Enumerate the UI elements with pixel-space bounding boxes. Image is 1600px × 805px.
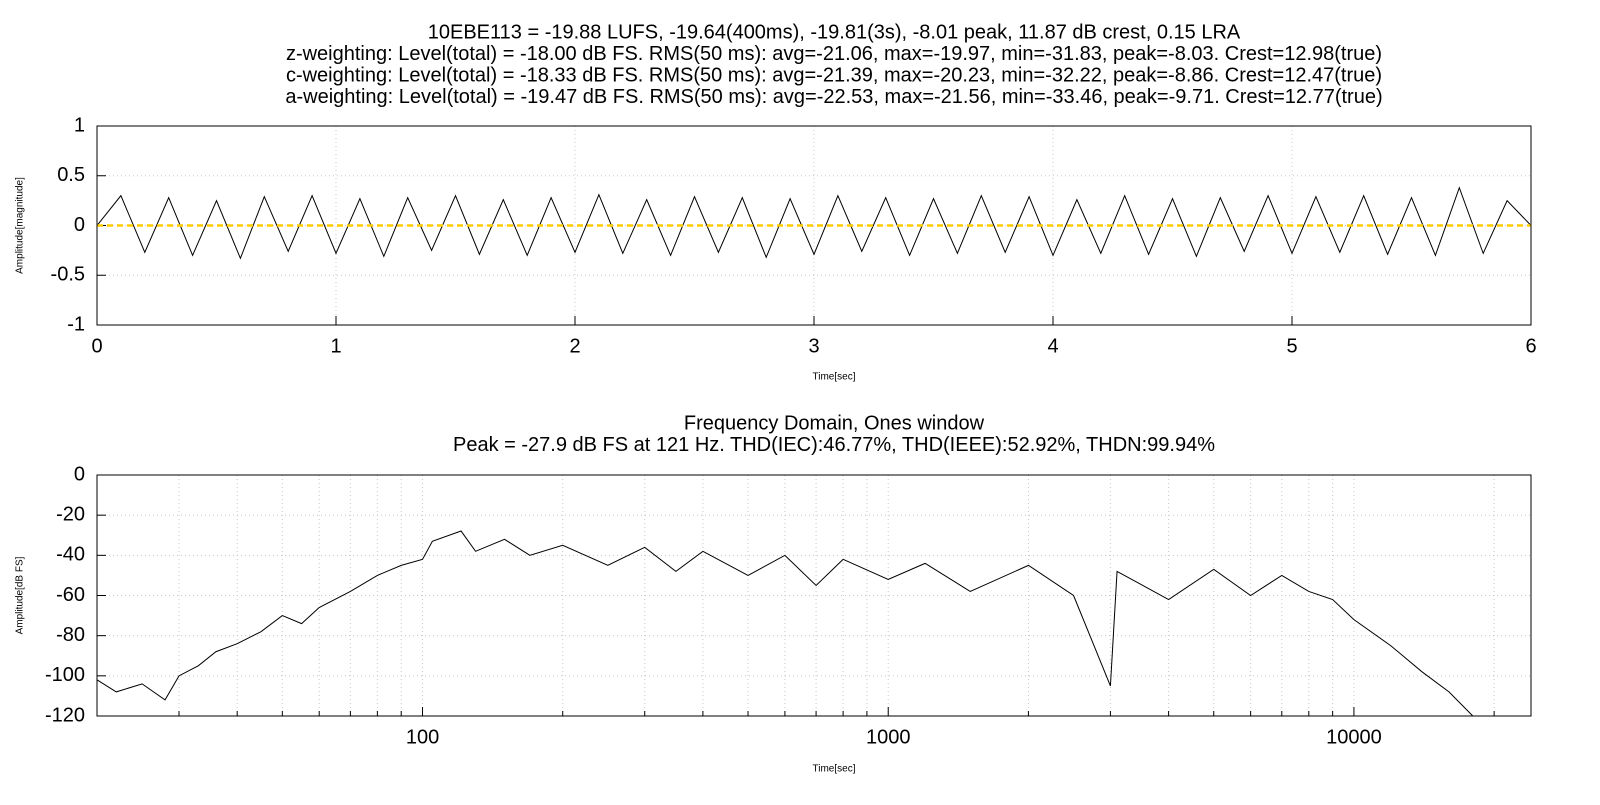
y-tick-label: -1 — [67, 313, 85, 335]
chart-title: Peak = -27.9 dB FS at 121 Hz. THD(IEC):4… — [453, 434, 1215, 456]
x-tick-label: 1000 — [866, 726, 911, 748]
chart-title: Frequency Domain, Ones window — [684, 412, 985, 434]
data-line — [96, 186, 1532, 260]
x-tick-label: 5 — [1286, 335, 1297, 357]
plot-frame — [96, 474, 1532, 717]
y-axis-label: Amplitude[magnitude] — [15, 177, 26, 274]
chart-title: z-weighting: Level(total) = -18.00 dB FS… — [286, 43, 1382, 65]
x-tick-label: 100 — [406, 726, 439, 748]
chart-title: c-weighting: Level(total) = -18.33 dB FS… — [286, 64, 1382, 86]
x-axis-label: Time[sec] — [813, 372, 856, 383]
y-tick-label: -80 — [56, 624, 85, 646]
y-tick-label: -0.5 — [51, 264, 85, 286]
x-tick-label: 4 — [1047, 335, 1058, 357]
plot-frame — [96, 125, 1532, 326]
x-tick-label: 0 — [91, 335, 102, 357]
y-tick-label: 1 — [74, 114, 85, 136]
y-tick-label: 0 — [74, 463, 85, 485]
y-axis-label: Amplitude[dB FS] — [15, 556, 26, 634]
x-tick-label: 3 — [808, 335, 819, 357]
x-tick-label: 10000 — [1326, 726, 1382, 748]
chart-title: 10EBE113 = -19.88 LUFS, -19.64(400ms), -… — [428, 21, 1241, 43]
y-tick-label: -100 — [45, 664, 85, 686]
y-tick-label: -120 — [45, 704, 85, 726]
x-axis-label: Time[sec] — [813, 764, 856, 775]
y-tick-label: -40 — [56, 544, 85, 566]
data-line — [96, 530, 1474, 717]
x-tick-label: 1 — [330, 335, 341, 357]
x-tick-label: 2 — [569, 335, 580, 357]
y-tick-label: 0.5 — [57, 164, 85, 186]
chart-title: a-weighting: Level(total) = -19.47 dB FS… — [285, 86, 1382, 108]
y-tick-label: -20 — [56, 503, 85, 525]
y-tick-label: 0 — [74, 214, 85, 236]
x-tick-label: 6 — [1525, 335, 1536, 357]
y-tick-label: -60 — [56, 584, 85, 606]
